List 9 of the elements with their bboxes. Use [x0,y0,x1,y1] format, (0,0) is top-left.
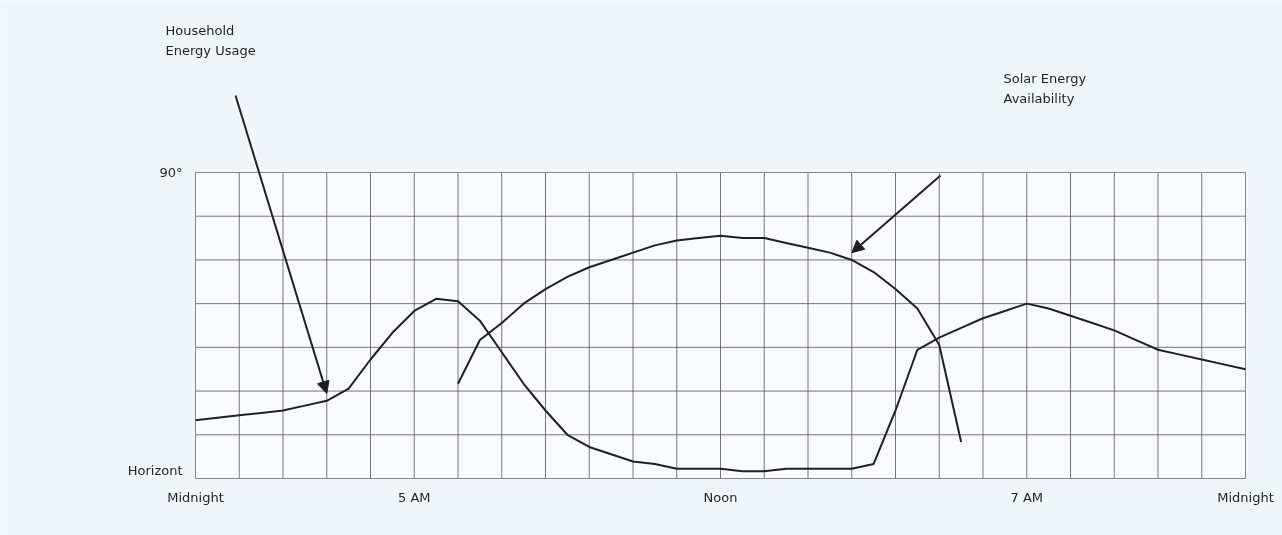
text: 90° [159,165,183,180]
text: Horizont [127,463,183,478]
x-tick-label: Midnight [167,490,224,505]
x-tick-label: Noon [703,490,738,505]
text: Household Energy Usage [165,22,256,58]
x-tick-label: 5 AM [397,490,431,505]
x-tick-label: Midnight [1217,490,1274,505]
text: Solar Energy Availability [1003,70,1087,106]
x-tick-label: 7 AM [1010,490,1044,505]
